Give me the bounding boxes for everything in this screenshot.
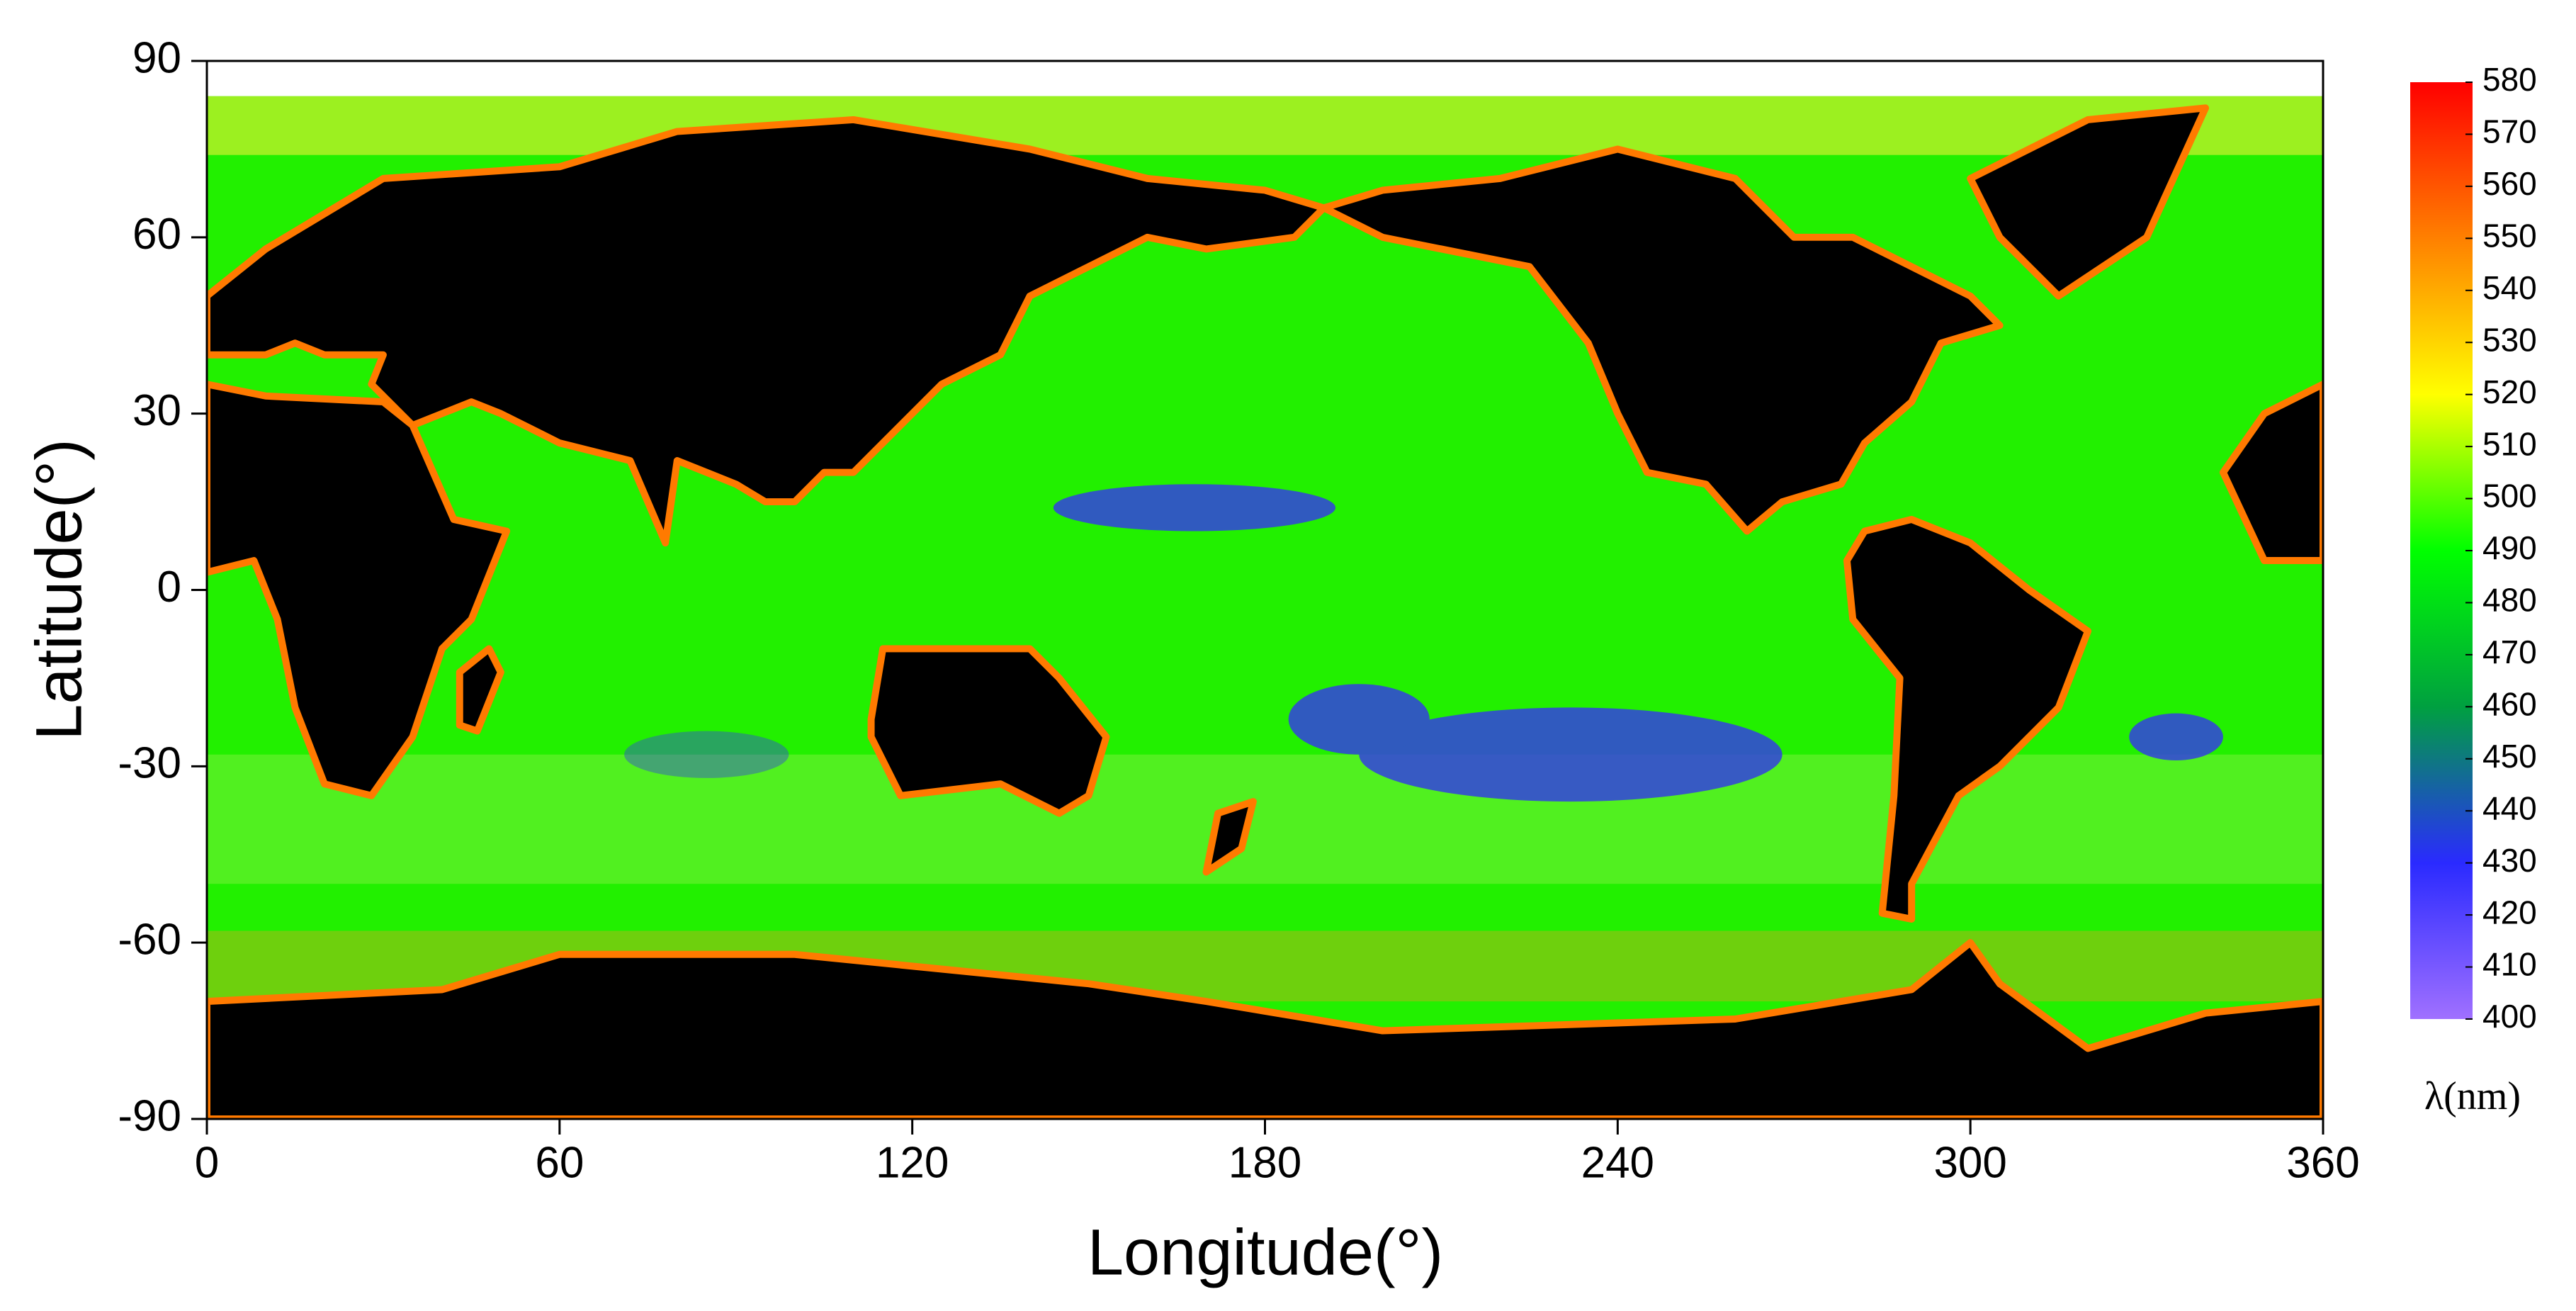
x-tick-label: 0: [195, 1138, 219, 1187]
colorbar-tick-label: 510: [2482, 425, 2537, 462]
colorbar-tick-label: 460: [2482, 685, 2537, 722]
x-tick-label: 300: [1933, 1138, 2006, 1187]
y-tick-label: 60: [132, 210, 181, 259]
colorbar-tick-label: 480: [2482, 582, 2537, 619]
colorbar-tick-label: 550: [2482, 217, 2537, 254]
y-tick-label: -60: [118, 916, 181, 964]
colorbar-tick-label: 440: [2482, 789, 2537, 826]
land: [207, 104, 2323, 1119]
colorbar-tick-label: 470: [2482, 634, 2537, 670]
colorbar-tick-label: 570: [2482, 113, 2537, 150]
colorbar-tick-label: 400: [2482, 998, 2537, 1035]
y-tick-label: 90: [132, 33, 181, 82]
x-tick-label: 240: [1581, 1138, 1654, 1187]
y-tick-label: -90: [118, 1091, 181, 1140]
colorbar-tick-label: 410: [2482, 946, 2537, 983]
colorbar: [2410, 82, 2473, 1019]
y-tick-label: 30: [132, 386, 181, 435]
y-tick-label: -30: [118, 739, 181, 788]
colorbar-tick-label: 450: [2482, 738, 2537, 775]
blue-patches: [624, 484, 2223, 802]
colorbar-tick-label: 500: [2482, 478, 2537, 514]
y-axis-title: Latitude(°): [23, 439, 95, 740]
colorbar-tick-label: 540: [2482, 269, 2537, 306]
colorbar-tick-label: 420: [2482, 894, 2537, 930]
x-tick-label: 120: [876, 1138, 949, 1187]
x-tick-label: 60: [535, 1138, 584, 1187]
y-tick-label: 0: [157, 563, 181, 612]
x-tick-label: 180: [1228, 1138, 1301, 1187]
map: [207, 96, 2323, 1119]
colorbar-tick-label: 520: [2482, 373, 2537, 410]
southern-band: [207, 754, 2323, 884]
x-axis-title: Longitude(°): [1088, 1216, 1443, 1288]
colorbar-tick-label: 560: [2482, 165, 2537, 202]
arctic-band: [207, 96, 2323, 155]
colorbar-tick-label: 530: [2482, 321, 2537, 358]
colorbar-tick-label: 430: [2482, 842, 2537, 879]
colorbar-label: λ(nm): [2424, 1074, 2521, 1118]
colorbar-tick-label: 490: [2482, 529, 2537, 566]
x-tick-label: 360: [2286, 1138, 2359, 1187]
colorbar-tick-label: 580: [2482, 61, 2537, 98]
